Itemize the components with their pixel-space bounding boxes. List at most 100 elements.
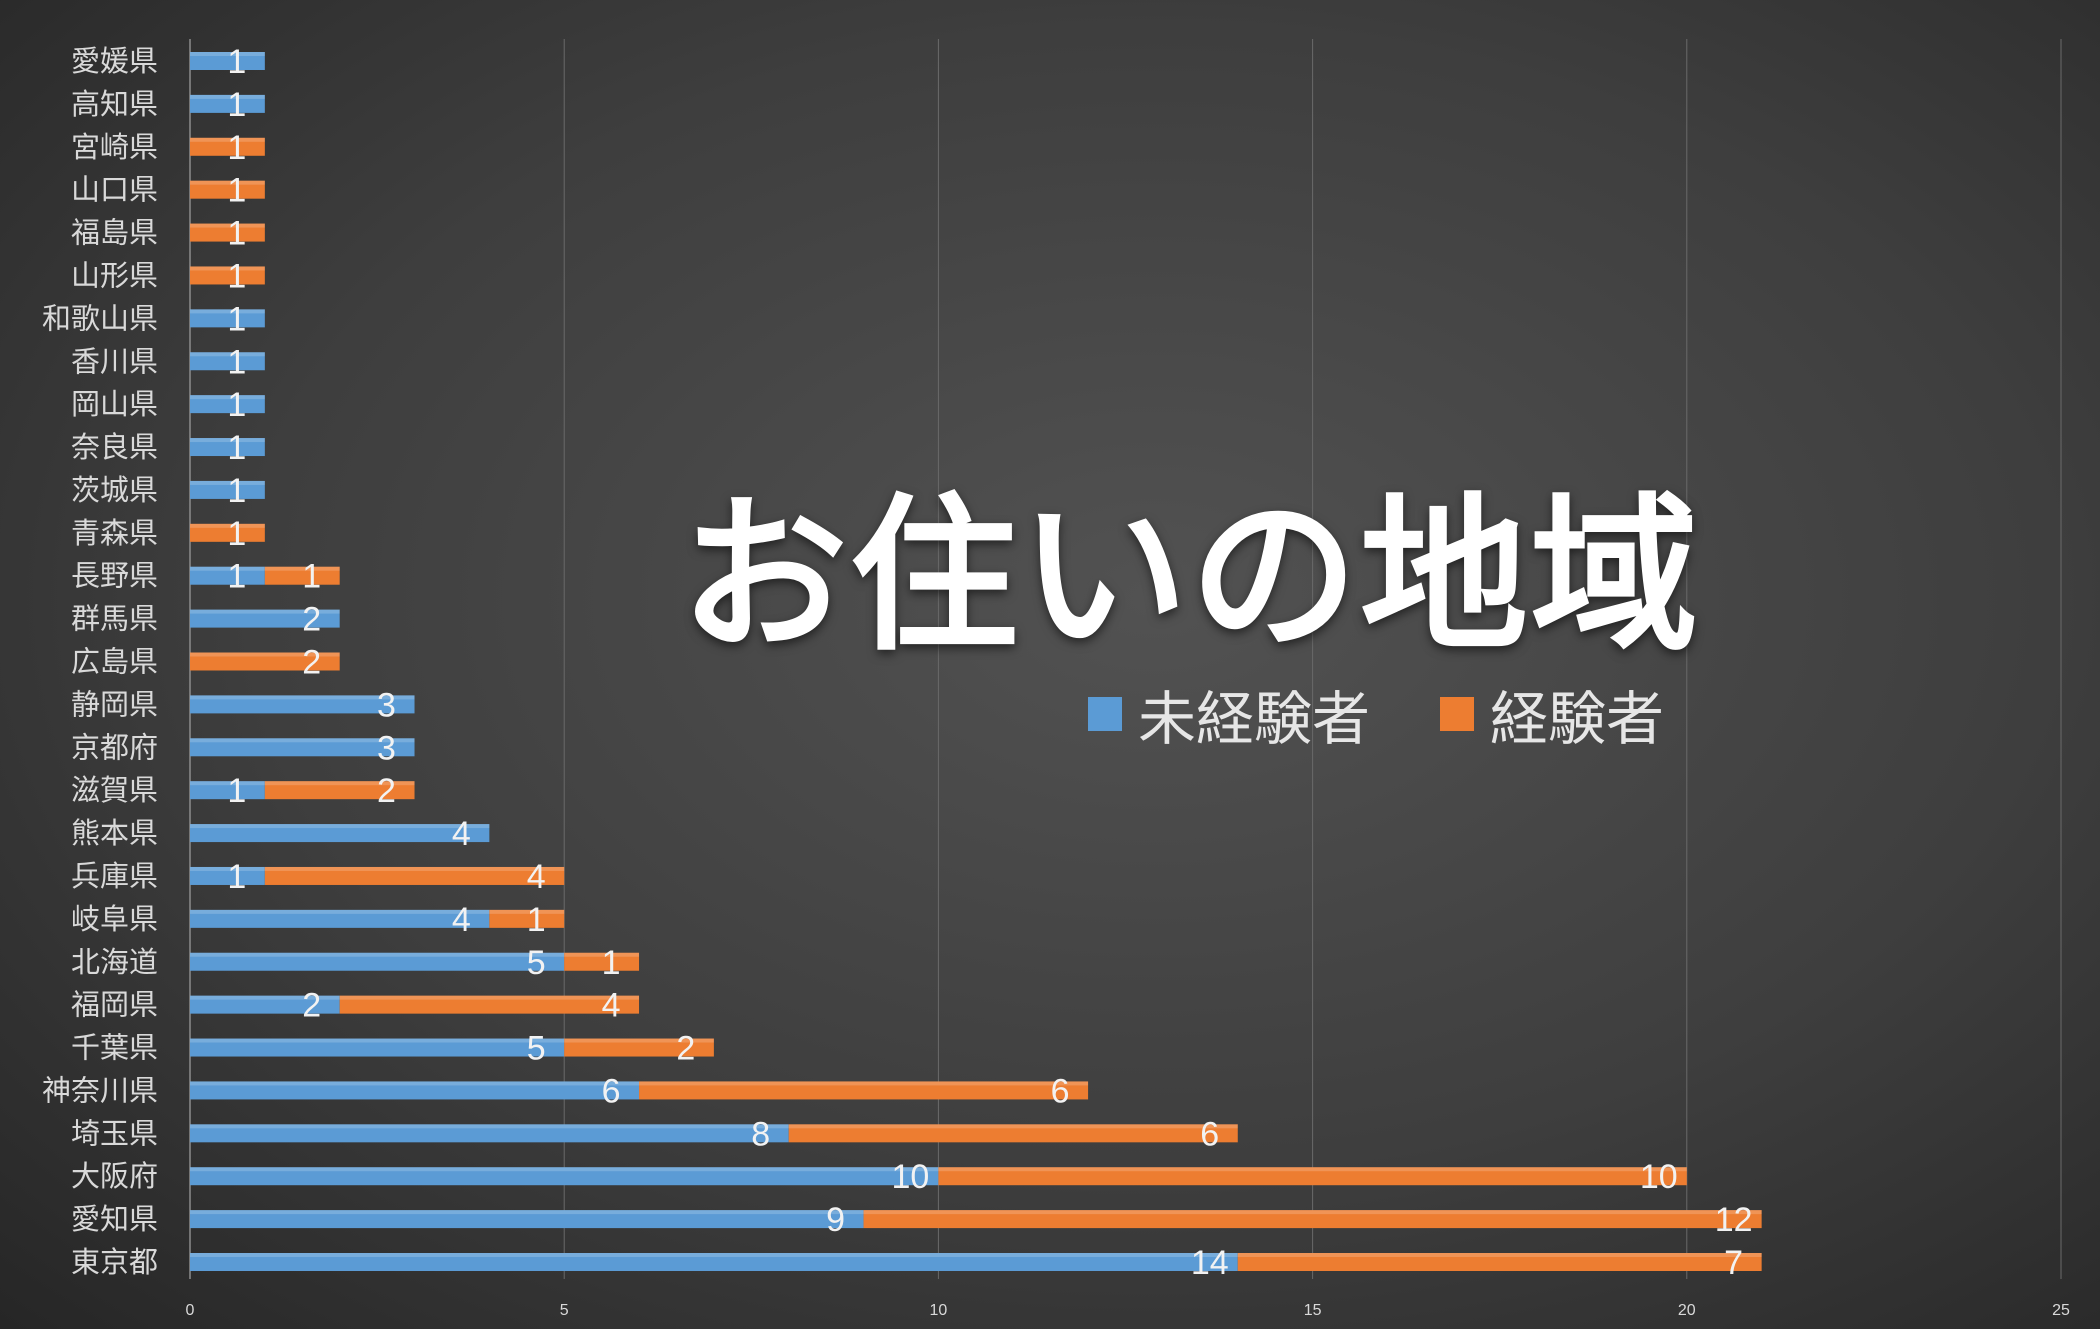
category-label: 大阪府: [71, 1159, 158, 1193]
data-label: 14: [1191, 1244, 1229, 1282]
bar-highlight: [190, 1081, 640, 1086]
x-tick-label: 15: [1304, 1302, 1322, 1319]
data-label: 4: [527, 858, 546, 896]
data-label: 12: [1715, 1201, 1753, 1239]
bar-highlight: [190, 866, 265, 871]
legend-item-experienced: 経験者: [1440, 672, 1664, 756]
bar-inexperienced: [190, 909, 490, 928]
bar-highlight: [190, 652, 340, 657]
bar-highlight: [190, 1167, 939, 1172]
bar-inexperienced: [190, 1210, 864, 1229]
data-label: 8: [751, 1115, 770, 1153]
data-label: 1: [227, 43, 246, 81]
bar-experienced: [564, 1038, 714, 1057]
chart-title: お住いの地域: [680, 478, 1700, 674]
data-label: 1: [302, 558, 321, 596]
bar-highlight: [938, 1167, 1687, 1172]
bar-inexperienced: [190, 94, 265, 113]
category-label: 神奈川県: [42, 1073, 158, 1107]
data-label: 6: [1051, 1072, 1070, 1110]
legend-swatch-experienced: [1440, 697, 1475, 731]
data-label: 1: [227, 300, 246, 338]
x-tick-label: 20: [1678, 1302, 1696, 1319]
bar-experienced: [190, 223, 265, 242]
category-label: 長野県: [71, 559, 158, 593]
bar-experienced: [190, 523, 265, 542]
category-label: 和歌山県: [42, 301, 158, 335]
x-tick-label: 0: [186, 1302, 195, 1319]
x-tick-label: 25: [2052, 1302, 2070, 1319]
bar-experienced: [264, 866, 565, 885]
x-tick-labels: 0 5 10 15 20 25: [186, 1302, 2070, 1319]
bar-highlight: [190, 1210, 864, 1215]
legend-label-experienced: 経験者: [1490, 685, 1665, 753]
bar-experienced: [489, 909, 565, 928]
bar-highlight: [190, 309, 265, 314]
data-label: 1: [227, 86, 246, 124]
legend-label-inexperienced: 未経験者: [1138, 685, 1371, 753]
bar-highlight: [190, 523, 265, 528]
bar-experienced: [190, 652, 340, 671]
bar-highlight: [190, 94, 265, 99]
category-labels: 愛媛県高知県宮崎県山口県福島県山形県和歌山県香川県岡山県奈良県茨城県青森県長野県…: [42, 44, 158, 1279]
category-label: 静岡県: [71, 687, 158, 721]
category-label: 岡山県: [71, 387, 158, 421]
bar-highlight: [1237, 1253, 1762, 1257]
bar-highlight: [190, 695, 415, 700]
bar-experienced: [190, 137, 265, 156]
data-label: 1: [227, 386, 246, 424]
data-label: 1: [227, 558, 246, 596]
x-tick-label: 5: [560, 1302, 569, 1319]
data-label: 2: [302, 601, 321, 639]
data-label: 2: [676, 1030, 695, 1068]
category-label: 福島県: [71, 216, 158, 250]
bar-highlight: [190, 995, 340, 1000]
legend: 未経験者 経験者: [1088, 672, 1664, 756]
bar-experienced: [190, 180, 265, 199]
category-label: 京都府: [71, 730, 158, 764]
bar-inexperienced: [190, 480, 265, 499]
data-label: 1: [227, 472, 246, 510]
bar-experienced: [564, 952, 640, 971]
bar-inexperienced: [190, 309, 265, 328]
category-label: 愛知県: [71, 1202, 158, 1236]
data-label: 6: [1200, 1115, 1219, 1153]
bar-highlight: [489, 909, 565, 914]
data-label: 5: [527, 1030, 546, 1068]
data-label: 4: [602, 987, 621, 1025]
category-label: 北海道: [71, 945, 158, 979]
bar-experienced: [264, 781, 415, 800]
bar-highlight: [639, 1081, 1089, 1086]
data-label: 1: [227, 215, 246, 253]
bar-inexperienced: [190, 1167, 939, 1186]
bar-inexperienced: [190, 1253, 1238, 1271]
data-label: 1: [527, 901, 546, 939]
legend-item-inexperienced: 未経験者: [1088, 672, 1370, 756]
bar-highlight: [190, 609, 340, 614]
bar-inexperienced: [190, 824, 490, 843]
bar-highlight: [190, 1253, 1238, 1257]
bar-experienced: [938, 1167, 1687, 1186]
data-label: 10: [891, 1158, 929, 1196]
data-label: 3: [377, 686, 396, 724]
category-label: 岐阜県: [71, 902, 158, 936]
category-label: 香川県: [71, 344, 158, 378]
category-label: 群馬県: [71, 602, 158, 636]
data-label: 1: [227, 429, 246, 467]
bar-highlight: [190, 738, 415, 743]
data-label: 1: [227, 257, 246, 295]
data-label: 7: [1724, 1244, 1743, 1282]
bar-experienced: [1237, 1253, 1762, 1271]
bar-experienced: [264, 566, 340, 585]
bar-highlight: [190, 824, 490, 829]
bar-experienced: [190, 266, 265, 285]
data-label: 2: [377, 772, 396, 810]
bar-experienced: [788, 1124, 1238, 1143]
category-label: 埼玉県: [71, 1116, 158, 1150]
bar-inexperienced: [190, 609, 340, 628]
legend-swatch-inexperienced: [1088, 697, 1122, 731]
category-label: 愛媛県: [71, 44, 158, 78]
bar-highlight: [264, 566, 340, 571]
